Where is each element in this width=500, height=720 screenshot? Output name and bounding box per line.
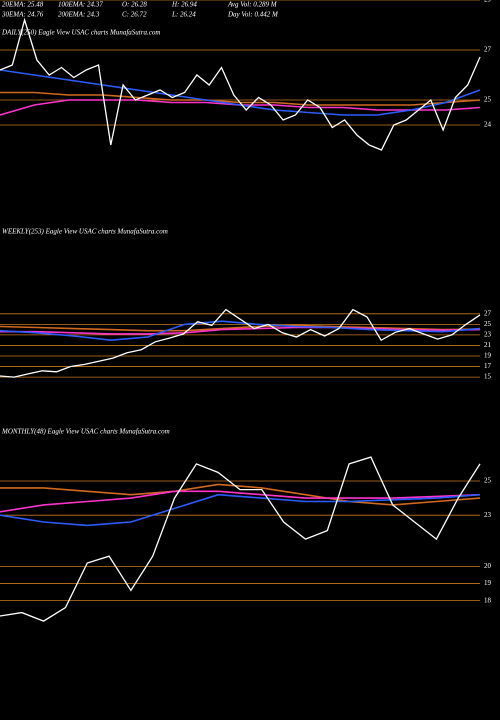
series-line [0, 308, 481, 378]
y-tick-label: 27 [484, 309, 492, 317]
y-tick-label: 23 [484, 511, 492, 519]
stat-label: O: 26.28 [122, 1, 147, 9]
y-tick-label: 25 [484, 320, 492, 328]
stat-label: Avg Vol: 0.289 M [227, 1, 278, 9]
series-line [0, 17, 481, 151]
y-tick-label: 27 [484, 46, 492, 54]
y-tick-label: 25 [484, 96, 492, 104]
y-tick-label: 29 [484, 0, 492, 4]
series-line [0, 493, 481, 527]
series-line [0, 456, 481, 622]
series-line [0, 490, 481, 513]
y-tick-label: 23 [484, 331, 492, 339]
panel-title: WEEKLY(253) Eagle View USAC charts Munaf… [2, 228, 168, 236]
stat-label: 30EMA: 24.76 [1, 11, 44, 19]
y-tick-label: 20 [484, 562, 492, 570]
y-tick-label: 18 [484, 596, 492, 604]
stat-label: 100EMA: 24.37 [58, 1, 103, 9]
series-line [0, 326, 481, 335]
stat-label: Day Vol: 0.442 M [227, 11, 279, 19]
panel-title: DAILY(250) Eagle View USAC charts Munafa… [1, 29, 160, 37]
y-tick-label: 25 [484, 477, 492, 485]
stat-label: H: 26.94 [171, 1, 197, 9]
y-tick-label: 17 [484, 362, 492, 370]
y-tick-label: 21 [484, 341, 492, 349]
y-tick-label: 24 [484, 121, 492, 129]
stat-label: C: 26.72 [122, 11, 147, 19]
y-tick-label: 15 [484, 373, 492, 381]
panel-title: MONTHLY(48) Eagle View USAC charts Munaf… [1, 428, 170, 436]
y-tick-label: 19 [484, 579, 492, 587]
series-line [0, 483, 481, 506]
stat-label: 200EMA: 24.3 [58, 11, 100, 19]
stat-label: 20EMA: 25.48 [2, 1, 44, 9]
y-tick-label: 19 [484, 352, 492, 360]
series-line [0, 69, 481, 116]
series-line [0, 324, 481, 332]
stat-label: L: 26.24 [171, 11, 196, 19]
